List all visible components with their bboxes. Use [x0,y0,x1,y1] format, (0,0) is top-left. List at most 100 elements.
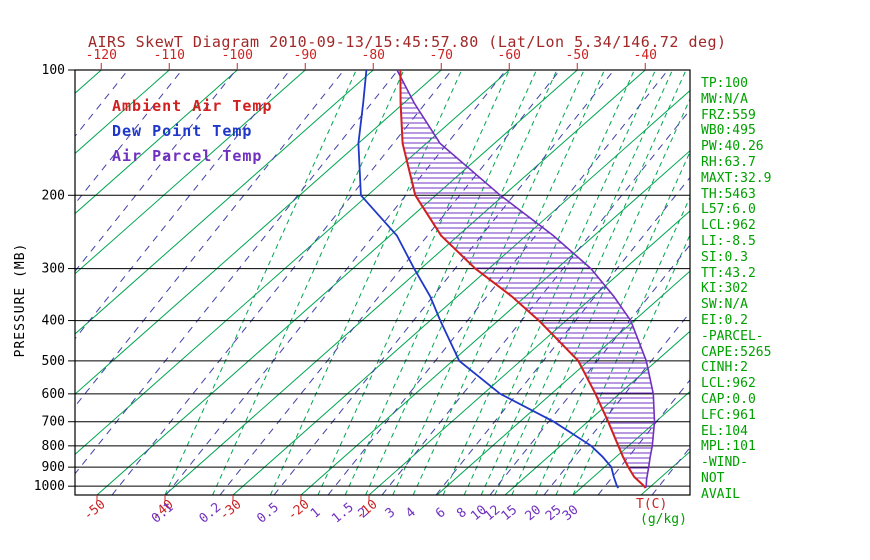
mixing-ratio-line [480,70,673,495]
isotherm-line [75,70,510,455]
pressure-tick-label: 400 [42,314,65,329]
info-panel: TP:100 MW:N/A FRZ:559 WB0:495 PW:40.26 RH:63.… [701,76,867,503]
mixing-ratio-label: 1.5 [329,500,357,527]
panel-line: EL:104 [701,423,748,439]
pressure-tick-label: 900 [42,460,65,475]
isotherm-line [96,70,578,495]
mixing-ratio-line [535,150,690,495]
mixing-unit-label: (g/kg) [640,512,687,527]
legend: Ambient Air Temp Dew Point Temp Air Parc… [112,94,273,169]
mixing-ratio-label: 0.2 [197,500,225,527]
mixing-ratio-lines [164,70,690,495]
top-tick-label: -40 [634,48,657,63]
mixing-ratio-line [494,70,687,495]
isotherm-line [572,390,690,495]
pressure-tick-label: 1000 [34,479,65,494]
top-tick-label: -120 [86,48,117,63]
isotherm-line [368,210,690,495]
pressure-tick-label: 100 [42,63,65,78]
pressure-tick-label: 500 [42,354,65,369]
isotherm-line [75,70,170,155]
isotherm-line [300,150,690,495]
mixing-ratio-label: 8 [454,505,470,522]
mixing-ratio-line [212,70,405,495]
mixing-ratio-label: 30 [560,503,582,525]
top-tick-label: -70 [430,48,453,63]
mixing-ratio-line [442,70,635,495]
panel-line: AVAIL [701,486,741,502]
adiabat-line [327,70,669,495]
mixing-ratio-label: 1 [308,505,324,522]
legend-item-parcel: Air Parcel Temp [112,147,263,165]
panel-line: RH:63.7 [701,154,756,170]
panel-line: FRZ:559 [701,107,756,123]
mixing-ratio-label: 15 [499,503,521,525]
panel-line: SW:N/A [701,297,748,313]
isotherm-line [75,70,238,215]
mixing-ratio-line [269,70,463,495]
isotherm-line [436,270,690,495]
panel-line: L57:6.0 [701,202,756,218]
bottom-temp-label: -50 [81,497,109,524]
isotherm-line [75,70,442,395]
adiabat-line [273,70,615,495]
isotherm-line [75,70,374,335]
mixing-ratio-line [164,70,357,495]
parcel-temp-curve [396,70,656,489]
panel-line: TT:43.2 [701,265,756,281]
isotherm-line [75,70,306,275]
legend-item-dewpoint: Dew Point Temp [112,122,253,140]
isotherm-lines [75,70,690,495]
isotherm-line [504,330,690,495]
isotherm-line [164,70,646,495]
mixing-ratio-line [392,70,585,495]
mixing-ratio-line [344,70,537,495]
panel-line: KI:302 [701,281,748,297]
mixing-ratio-label: 0.5 [254,500,282,527]
panel-line: LI:-8.5 [701,233,756,249]
legend-item-ambient: Ambient Air Temp [112,97,273,115]
top-tick-label: -50 [566,48,589,63]
ambient-temp-curve [399,70,647,489]
dewpoint-temp-curve [357,70,620,489]
panel-line: SI:0.3 [701,249,748,265]
top-tick-label: -110 [154,48,185,63]
chart-title: AIRS SkewT Diagram 2010-09-13/15:45:57.8… [88,33,727,51]
mixing-ratio-line [365,70,558,495]
panel-line: -WIND- [701,455,748,471]
mixing-ratio-label: 4 [403,505,419,522]
pressure-tick-label: 300 [42,262,65,277]
panel-line: CINH:2 [701,360,748,376]
pressure-tick-label: 200 [42,188,65,203]
top-tick-label: -60 [498,48,521,63]
top-tick-label: -90 [294,48,317,63]
adiabat-line [0,70,74,495]
panel-line: LCL:962 [701,376,756,392]
top-axis-labels: -120 -110 -100 -90 -80 -70 -60 -50 -40 [86,48,657,70]
panel-line: LFC:961 [701,407,756,423]
mixing-ratio-line [317,70,510,495]
mixing-ratio-line [511,97,690,495]
pressure-axis-title: PRESSURE (MB) [13,243,28,358]
cape-hatching [400,82,655,479]
panel-line: MPL:101 [701,439,756,455]
isotherm-line [232,89,690,495]
mixing-ratio-label: 6 [433,505,449,522]
mixing-ratio-line [463,70,656,495]
panel-line: PW:40.26 [701,139,764,155]
panel-line: LCL:962 [701,218,756,234]
plot-frame [74,69,691,496]
pressure-tick-label: 600 [42,387,65,402]
top-tick-label: -100 [222,48,253,63]
panel-line: NOT [701,470,725,486]
panel-line: -PARCEL- [701,328,764,344]
mixing-ratio-label: 3 [383,505,399,522]
panel-line: TH:5463 [701,186,756,202]
pressure-tick-label: 700 [42,415,65,430]
mixing-ratio-label: 20 [523,503,545,525]
mixing-ratio-line [412,70,605,495]
pressure-axis-labels: 100 200 300 400 500 600 700 800 900 1000 [34,63,75,494]
